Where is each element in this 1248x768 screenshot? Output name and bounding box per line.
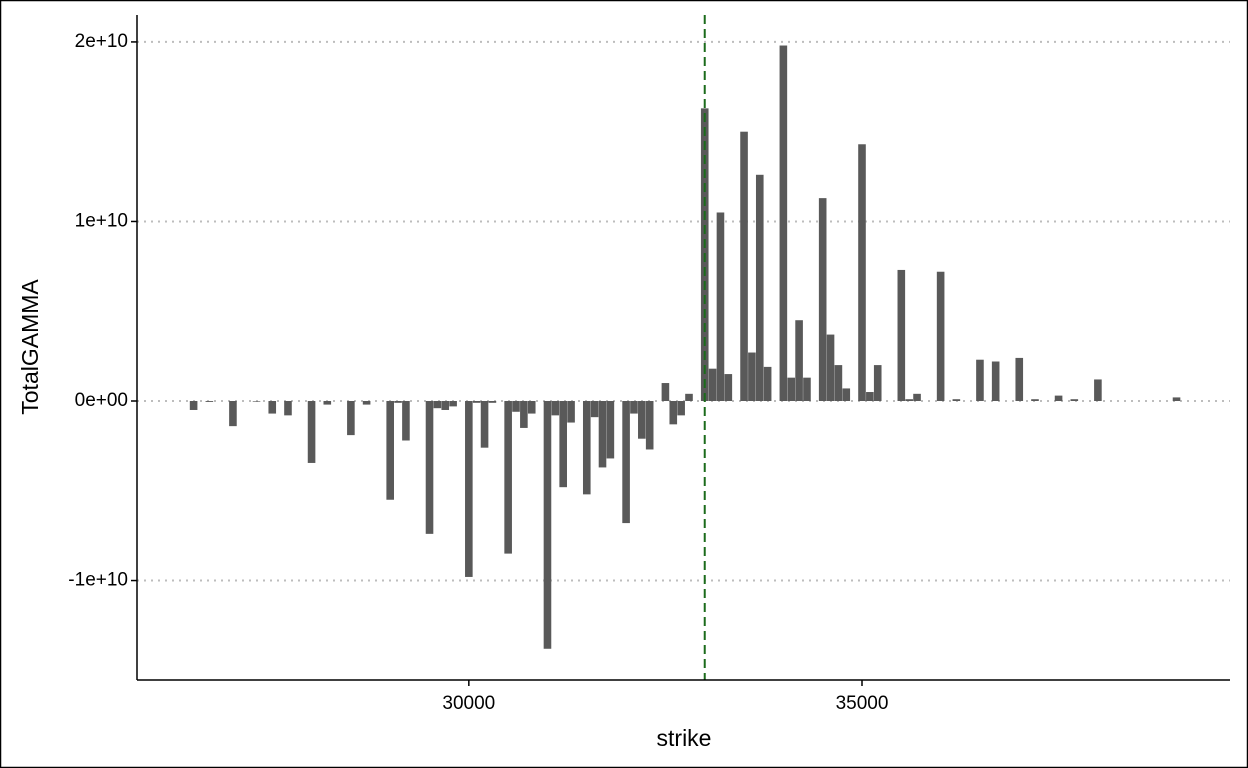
- bar: [787, 377, 796, 402]
- bar: [630, 401, 638, 414]
- bar: [716, 212, 725, 402]
- bar: [638, 401, 646, 439]
- y-tick-label: 0e+00: [75, 390, 128, 411]
- bar: [465, 401, 473, 577]
- y-tick-label: -1e+10: [68, 570, 128, 591]
- bar: [1031, 399, 1039, 402]
- bar: [645, 401, 654, 450]
- bar: [567, 401, 575, 423]
- bar: [842, 388, 851, 402]
- bar: [755, 174, 764, 402]
- bar: [551, 401, 560, 416]
- bar: [976, 359, 984, 402]
- bar: [205, 401, 214, 402]
- bar: [229, 401, 237, 427]
- bar: [590, 401, 599, 418]
- bar: [991, 361, 1000, 402]
- bar: [818, 198, 827, 402]
- bar: [952, 399, 961, 402]
- bar: [582, 401, 591, 495]
- bar: [669, 401, 678, 425]
- bar: [897, 269, 906, 402]
- bar: [307, 401, 316, 463]
- bar: [661, 383, 670, 402]
- bar: [559, 401, 567, 488]
- bar: [795, 320, 803, 402]
- bar: [268, 401, 277, 414]
- bar: [677, 401, 685, 416]
- bar: [905, 399, 913, 402]
- bar: [252, 401, 261, 402]
- bar: [386, 401, 394, 500]
- bar: [763, 366, 772, 402]
- bar: [1054, 395, 1063, 402]
- bar: [472, 401, 481, 403]
- y-tick-label: 1e+10: [75, 210, 128, 231]
- bar: [779, 45, 788, 402]
- bar: [1015, 357, 1024, 402]
- bar: [347, 401, 355, 436]
- bar: [740, 131, 748, 402]
- bar: [543, 401, 552, 649]
- bar: [323, 401, 332, 405]
- bar: [480, 401, 489, 448]
- x-axis-title: strike: [657, 725, 712, 751]
- y-axis-title: TotalGAMMA: [17, 279, 43, 415]
- bar: [803, 377, 811, 402]
- bar: [708, 368, 717, 402]
- bar: [826, 334, 835, 402]
- bar: [1172, 397, 1181, 402]
- bar: [866, 392, 874, 402]
- bar: [1070, 399, 1079, 402]
- bar: [527, 401, 536, 414]
- bar: [598, 401, 607, 468]
- bar: [936, 271, 945, 402]
- bar: [606, 401, 615, 459]
- x-tick-label: 35000: [836, 693, 889, 714]
- bar: [873, 365, 882, 402]
- bar: [748, 352, 756, 402]
- bar: [685, 393, 693, 402]
- bar: [402, 401, 410, 441]
- bar: [425, 401, 434, 534]
- y-tick-label: 2e+10: [75, 31, 128, 52]
- bar: [512, 401, 520, 412]
- bar: [394, 401, 402, 403]
- bar: [858, 144, 866, 402]
- bar: [433, 401, 442, 409]
- x-tick-label: 30000: [442, 693, 495, 714]
- bar: [1094, 379, 1102, 402]
- bar: [834, 365, 843, 402]
- bar: [449, 401, 457, 407]
- bar: [724, 374, 733, 402]
- bar: [520, 401, 528, 428]
- bar: [362, 401, 371, 405]
- bar: [284, 401, 292, 416]
- bar: [913, 393, 921, 402]
- bar: [189, 401, 198, 410]
- bar: [441, 401, 450, 410]
- bar: [622, 401, 630, 524]
- bar: [504, 401, 512, 554]
- bar: [488, 401, 497, 403]
